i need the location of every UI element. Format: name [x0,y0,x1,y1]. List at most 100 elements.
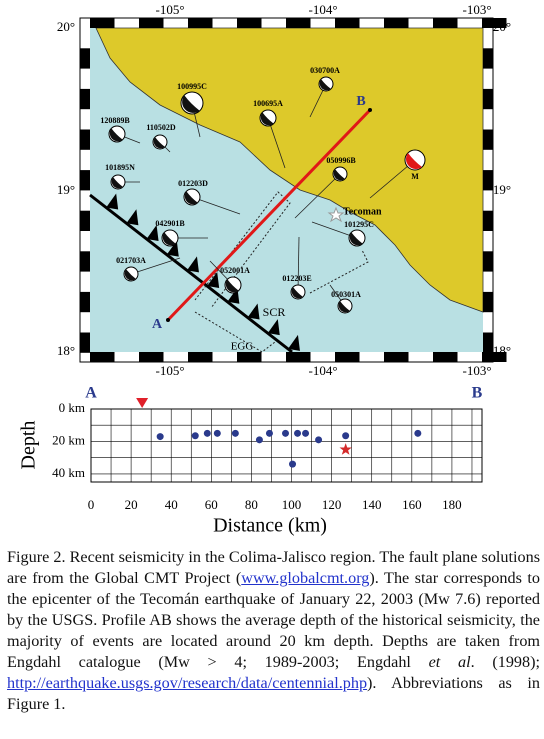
frame-dash [139,352,164,362]
trench [89,193,293,354]
frame-dash [335,352,360,362]
x-tick-label: 140 [362,497,382,512]
endpoint-label: A [85,385,97,402]
plot-frame [90,408,483,483]
map-layer: 100995C 030700A 120889B 110502D 100695A 05099… [89,66,426,354]
caption-italic: et al [428,653,471,671]
event-label: 100995C [177,82,207,91]
link[interactable]: www.globalcmt.org [241,569,370,587]
event-label: M [411,172,419,181]
frame-dash [483,291,493,313]
event-label: 050996B [326,156,356,165]
frame-dash [433,352,458,362]
event-label: 042901B [155,219,185,228]
frame-dash [80,48,90,69]
frame-dash [90,18,115,28]
focal-quadrant [225,279,239,293]
frame-dash [80,129,90,150]
lon-label: -103° [462,363,491,378]
focal-quadrant [319,79,331,91]
trench-tooth [166,240,179,257]
frame-dash [188,18,213,28]
event-label: 052001A [220,266,250,275]
x-axis-title: Distance (km) [213,515,327,537]
frame-dash [237,352,262,362]
focal-quadrant [260,112,274,126]
frame-dash [80,170,90,191]
x-tick-label: 100 [282,497,302,512]
x-tick-label: 60 [205,497,218,512]
point [255,436,263,444]
focal-quadrant [349,232,363,246]
trench-tooth [146,224,159,241]
frame-dash [237,18,262,28]
lat-label: 19° [493,182,511,197]
frame-dash [286,352,311,362]
focal-quadrant [338,301,350,313]
point [265,429,273,437]
frame-dash [139,18,164,28]
y-axis-title: Depth [18,421,40,470]
caption-text: . (1998); [470,653,541,671]
lon-label: -104° [308,2,337,17]
trench-tooth [106,193,119,210]
frame-dash [286,18,311,28]
event-label: 120889B [100,116,130,125]
point [231,429,239,437]
x-tick-label: 40 [165,497,178,512]
x-tick-label: 120 [322,497,342,512]
point [315,436,323,444]
leader [130,257,181,275]
trench-tooth [207,272,220,289]
frame-dash [433,18,458,28]
trench-tooth [287,334,300,351]
point [289,460,297,468]
point [281,429,289,437]
frame-dash [482,18,507,28]
profile-end [368,108,372,112]
focal-quadrant [111,177,123,189]
event-label: 101895N [105,163,135,172]
event-label: 012203D [178,179,208,188]
lat-label: 18° [57,343,75,358]
x-tick-label: 180 [442,497,462,512]
lon-label: -103° [462,2,491,17]
frame-dash [483,88,493,110]
focal-quadrant [405,153,422,170]
epicenter-star [327,206,345,223]
trench-tooth [186,256,199,273]
frame-dash [384,352,409,362]
trench-tooth [267,319,280,336]
profile-end [166,318,170,322]
focal-quadrant [153,137,165,149]
point [191,432,199,440]
frame-dash [483,332,493,353]
focal-quadrant [182,95,200,113]
frame-dash [483,210,493,231]
focal-quadrant [184,191,198,205]
frame-dash [483,251,493,272]
frame-dash [384,18,409,28]
lat-label: 20° [493,19,511,34]
link[interactable]: http://earthquake.usgs.gov/research/data… [7,674,368,692]
leader [267,117,286,169]
y-tick-label: 40 km [52,465,85,480]
event-label: 110502D [146,123,176,132]
star-marker [339,443,352,455]
focal-quadrant [162,232,176,246]
coast-triangle [136,398,149,408]
y-tick-label: 20 km [52,432,85,447]
focal-quadrant [124,269,136,281]
point [302,429,310,437]
frame-dash [80,210,90,231]
focal-quadrant [291,287,303,299]
frame-dash [482,352,507,362]
lon-label: -105° [155,2,184,17]
focal-quadrant [109,128,123,142]
caption-text: ). The star corresponds to the epicenter… [7,569,540,671]
caption: Figure 2. Recent seismicity in the Colim… [7,547,540,715]
lon-label: -104° [308,363,337,378]
event-label: 100695A [253,99,283,108]
event-label: 101295C [344,220,374,229]
event-label: 050301A [331,290,361,299]
